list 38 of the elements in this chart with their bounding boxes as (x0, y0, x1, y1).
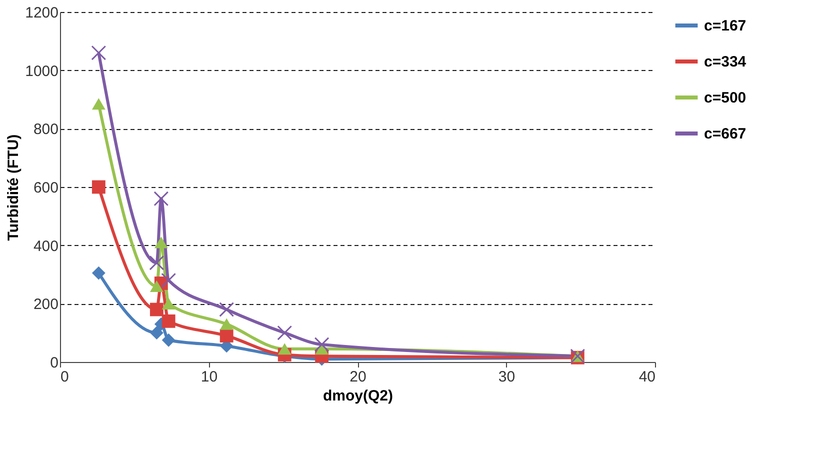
point (91, 45, 106, 60)
y-tick-label: 1000 (25, 62, 58, 80)
point (278, 343, 292, 355)
x-tick-label: 10 (200, 368, 218, 386)
y-tick-label: 200 (33, 296, 58, 314)
x-axis-title: dmoy(Q2) (322, 388, 394, 404)
legend-label: c=334 (704, 54, 747, 70)
point (219, 302, 234, 317)
legend-label: c=500 (704, 90, 746, 106)
y-axis-title: Turbidité (FTU) (5, 134, 22, 241)
x-tick-label: 40 (638, 368, 656, 386)
y-tick-label: 600 (33, 180, 58, 196)
y-tick-label: 800 (33, 121, 58, 138)
x-tick-label: 0 (60, 368, 69, 386)
point (149, 255, 164, 270)
point (92, 98, 106, 110)
y-tick-label: 0 (50, 354, 58, 372)
point (150, 280, 164, 292)
point (162, 333, 176, 347)
point (314, 337, 330, 352)
point (161, 272, 176, 288)
point (92, 180, 106, 194)
point (154, 236, 168, 248)
x-tick-label: 20 (350, 368, 366, 386)
point (150, 326, 164, 340)
point (220, 329, 234, 342)
point (162, 298, 176, 310)
x-tick-label: 30 (498, 368, 516, 386)
legend-label: c=667 (704, 126, 746, 142)
y-tick-label: 1200 (25, 4, 58, 22)
point (162, 314, 176, 328)
point (150, 302, 164, 316)
point (220, 318, 234, 330)
legend-label: c=167 (704, 18, 746, 34)
point (277, 325, 292, 340)
point (92, 266, 106, 280)
y-tick-label: 400 (33, 238, 58, 255)
point (154, 191, 169, 206)
